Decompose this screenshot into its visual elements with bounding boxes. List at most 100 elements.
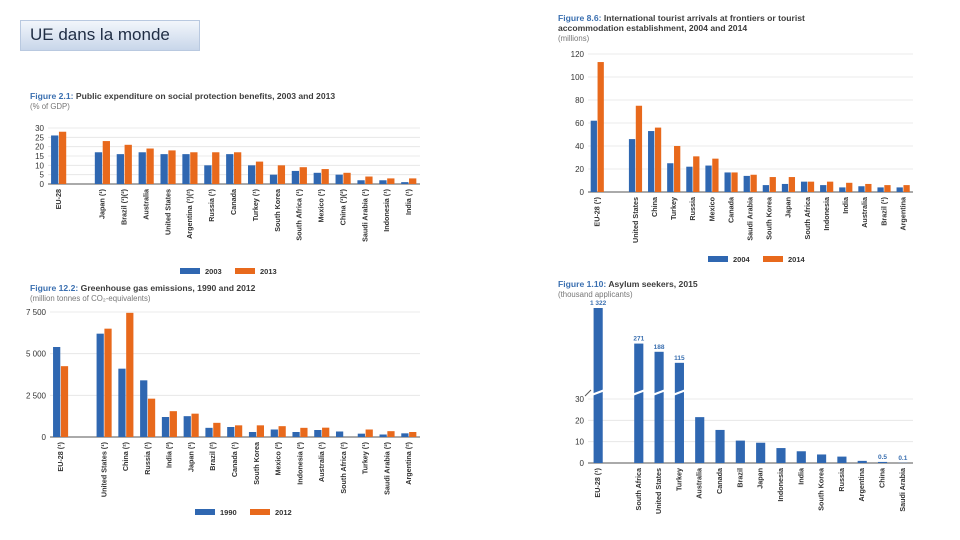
- bar-1990: [357, 433, 365, 437]
- y-tick-label: 0: [580, 188, 585, 197]
- bar-1990: [53, 347, 61, 437]
- y-tick-label: 10: [35, 161, 44, 170]
- bar-2003: [313, 172, 321, 184]
- bar-2013: [168, 150, 176, 184]
- bar-2014: [807, 181, 815, 192]
- category-label: India: [796, 467, 805, 485]
- category-label: Mexico (¹): [317, 188, 326, 222]
- bar-1990: [205, 427, 213, 437]
- bar-2013: [387, 178, 395, 184]
- bar-2013: [102, 141, 110, 184]
- category-label: South Korea: [273, 188, 282, 232]
- chart-greenhouse-gas-svg: Figure 12.2: Greenhouse gas emissions, 1…: [26, 283, 420, 517]
- bar-1990: [96, 333, 104, 437]
- bar-asylum: [634, 343, 644, 463]
- y-tick-label: 5 000: [26, 350, 47, 359]
- bar-1990: [140, 380, 148, 437]
- bar-asylum: [877, 461, 888, 463]
- y-tick-label: 7 500: [26, 308, 47, 317]
- legend-swatch-2013: [235, 268, 255, 274]
- category-label: Canada: [726, 196, 735, 223]
- y-tick-label: 0: [40, 180, 45, 189]
- figure-number: Figure 12.2:: [30, 283, 78, 293]
- bar-2004: [648, 131, 655, 192]
- category-label: Australia: [141, 188, 150, 220]
- category-label: Saudi Arabia (²): [382, 441, 391, 494]
- category-label: Mexico (²): [274, 441, 283, 475]
- bar-2012: [104, 328, 112, 437]
- category-label: Canada (¹): [230, 441, 239, 477]
- category-label: Indonesia (¹): [382, 188, 391, 231]
- legend-label: 2012: [275, 508, 292, 517]
- bar-2014: [731, 172, 738, 192]
- bar-2013: [299, 167, 307, 184]
- chart-title: Public expenditure on social protection …: [73, 91, 335, 101]
- chart-title: International tourist arrivals at fronti…: [601, 13, 805, 23]
- category-label: Turkey: [674, 468, 683, 491]
- bar-2004: [667, 163, 674, 192]
- data-label: 188: [654, 344, 665, 351]
- category-label: Argentina (²): [404, 441, 413, 484]
- category-label: Mexico: [707, 196, 716, 221]
- category-label: Indonesia: [822, 196, 831, 231]
- legend-label: 1990: [220, 508, 237, 517]
- chart-title-line: Figure 2.1: Public expenditure on social…: [30, 91, 335, 101]
- bar-2012: [169, 411, 177, 437]
- category-label: Saudi Arabia: [898, 467, 907, 512]
- category-label: China: [650, 196, 659, 217]
- category-label: Saudi Arabia (¹): [360, 188, 369, 241]
- bar-asylum: [817, 454, 827, 463]
- y-tick-label: 20: [35, 143, 44, 152]
- bar-2004: [724, 172, 731, 192]
- bar-2013: [365, 176, 373, 184]
- bar-2004: [590, 120, 597, 192]
- legend-swatch-2004: [708, 256, 728, 262]
- chart-title-line: accommodation establishment, 2004 and 20…: [558, 23, 747, 33]
- category-label: Brazil (¹): [879, 196, 888, 225]
- data-label: 1 322: [590, 300, 607, 307]
- bar-2012: [278, 426, 286, 437]
- y-tick-label: 0: [580, 459, 585, 468]
- legend-swatch-2012: [250, 509, 270, 515]
- category-label: South Africa (¹): [295, 188, 304, 240]
- bar-2004: [896, 187, 903, 192]
- bar-1990: [379, 434, 387, 437]
- bar-2003: [248, 165, 256, 184]
- chart-greenhouse-gas: Figure 12.2: Greenhouse gas emissions, 1…: [26, 280, 430, 520]
- bar-2013: [212, 152, 220, 184]
- category-label: South Korea: [252, 441, 261, 485]
- category-label: Argentina: [898, 196, 907, 231]
- figure-number: Figure 1.10:: [558, 279, 606, 289]
- axis-break-mark: [584, 389, 592, 397]
- category-label: Australia: [695, 467, 704, 499]
- chart-subtitle: (million tonnes of CO₂-equivalents): [30, 294, 151, 303]
- bar-2004: [839, 187, 846, 192]
- axis-break-mark: [591, 388, 606, 397]
- category-label: Turkey (¹): [251, 188, 260, 221]
- category-label: United States: [631, 197, 640, 243]
- bar-1990: [270, 429, 278, 437]
- y-tick-label: 15: [35, 152, 44, 161]
- y-tick-label: 25: [35, 133, 44, 142]
- category-label: Brazil: [735, 468, 744, 488]
- category-label: Turkey: [669, 197, 678, 220]
- category-label: India: [841, 196, 850, 214]
- bar-1990: [292, 432, 300, 437]
- bar-2013: [234, 152, 242, 184]
- y-tick-label: 30: [35, 124, 44, 133]
- chart-social-protection-svg: Figure 2.1: Public expenditure on social…: [30, 91, 420, 276]
- bar-2012: [213, 422, 221, 437]
- bar-asylum: [796, 451, 806, 463]
- data-label: 115: [674, 355, 685, 362]
- y-tick-label: 30: [575, 395, 584, 404]
- bar-2013: [321, 169, 329, 184]
- bar-2003: [182, 154, 190, 184]
- bar-2012: [365, 429, 373, 437]
- bar-2004: [628, 139, 636, 192]
- category-label: United States: [654, 468, 663, 514]
- axis-break-mark: [652, 388, 667, 397]
- bar-2014: [674, 146, 681, 192]
- category-label: Russia (¹): [207, 188, 216, 221]
- bar-asylum: [593, 308, 603, 463]
- bar-2004: [705, 165, 712, 192]
